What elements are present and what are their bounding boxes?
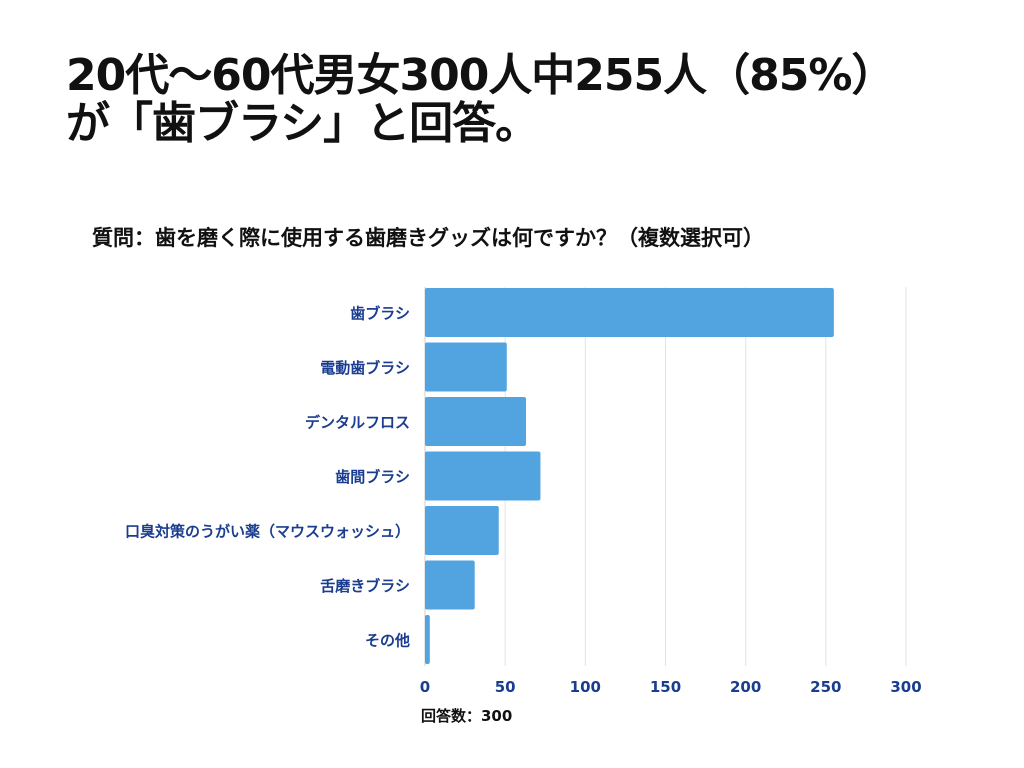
category-label: 歯ブラシ <box>350 305 410 323</box>
headline-line-1: 20代～60代男女300人中255人（85%） <box>66 50 895 101</box>
category-label: デンタルフロス <box>305 414 410 432</box>
x-tick-label: 150 <box>650 678 681 696</box>
grid-lines <box>424 287 907 666</box>
category-label: 舌磨きブラシ <box>320 577 410 595</box>
bar <box>425 615 430 664</box>
bars <box>425 288 834 664</box>
bar <box>425 342 507 392</box>
x-axis-ticks: 0 50 100 150 200 250 300 <box>420 678 922 696</box>
bar <box>425 560 475 610</box>
bar <box>425 288 834 337</box>
x-tick-label: 300 <box>890 678 921 696</box>
x-tick-label: 50 <box>495 678 516 696</box>
bar <box>425 506 499 555</box>
chart-title: 質問：歯を磨く際に使用する歯磨きグッズは何ですか？（複数選択可） <box>92 226 764 250</box>
x-tick-label: 200 <box>730 678 761 696</box>
headline-line-2: が「歯ブラシ」と回答。 <box>66 98 539 149</box>
category-label: 歯間ブラシ <box>335 468 410 486</box>
headline: 20代～60代男女300人中255人（85%） が「歯ブラシ」と回答。 <box>66 52 1016 148</box>
category-label: 電動歯ブラシ <box>320 359 410 377</box>
bar <box>425 397 527 446</box>
x-tick-label: 0 <box>420 678 430 696</box>
bar <box>425 451 541 501</box>
x-axis-label: 回答数：300 <box>421 707 512 725</box>
category-label: 口臭対策のうがい薬（マウスウォッシュ） <box>125 523 410 541</box>
x-tick-label: 250 <box>810 678 841 696</box>
category-label: その他 <box>365 632 410 650</box>
category-labels: 歯ブラシ電動歯ブラシデンタルフロス歯間ブラシ口臭対策のうがい薬（マウスウォッシュ… <box>125 305 410 650</box>
x-tick-label: 100 <box>570 678 601 696</box>
